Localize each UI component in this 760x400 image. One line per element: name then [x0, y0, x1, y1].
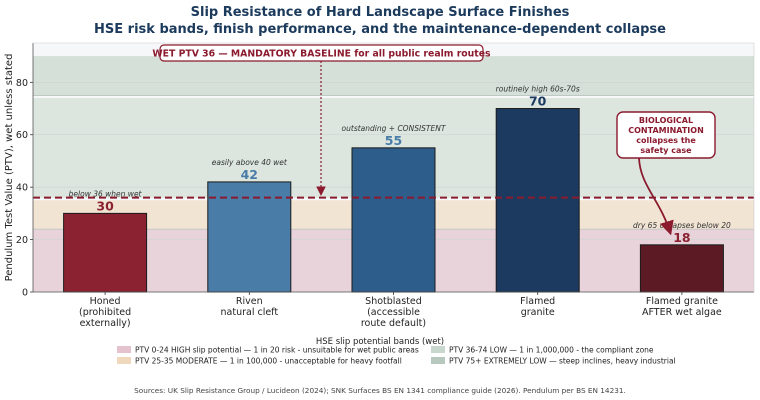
legend-swatch [117, 357, 131, 364]
x-tick-label: externally) [80, 318, 131, 329]
bar-annotation: routinely high 60s-70s [496, 85, 580, 94]
x-tick-label: Flamed granite [646, 296, 718, 307]
legend-label: PTV 75+ EXTREMELY LOW — steep inclines, … [449, 357, 676, 366]
bar-value-label: 42 [241, 167, 258, 182]
y-tick-label: 80 [16, 78, 28, 89]
callout-text: collapses the [636, 136, 696, 145]
legend-swatch [117, 346, 131, 353]
x-tick-label: natural cleft [221, 307, 279, 318]
legend-label: PTV 0-24 HIGH slip potential — 1 in 20 r… [135, 346, 419, 355]
callout-box [616, 111, 716, 159]
chart-title: Slip Resistance of Hard Landscape Surfac… [190, 5, 570, 20]
x-tick-label: Shotblasted [365, 296, 422, 307]
y-tick-label: 40 [16, 183, 28, 194]
chart-subtitle: HSE risk bands, finish performance, and … [94, 22, 666, 37]
x-tick-label: Riven [236, 296, 263, 307]
x-tick-label: route default) [361, 318, 426, 329]
x-tick-label: Flamed [520, 296, 555, 307]
x-tick-label: AFTER wet algae [642, 307, 722, 318]
chart-title-block: Slip Resistance of Hard Landscape Surfac… [0, 4, 760, 38]
x-tick-label: Honed [90, 296, 121, 307]
y-tick-label: 20 [16, 235, 28, 246]
bar [495, 108, 580, 293]
x-tick-label: (accessible [367, 307, 420, 318]
y-axis-label: Pendulum Test Value (PTV), wet unless st… [4, 54, 15, 282]
bar-value-label: 30 [96, 198, 114, 213]
legend-label: PTV 25-35 MODERATE — 1 in 100,000 - unac… [135, 357, 402, 366]
hse-band [33, 56, 754, 96]
legend-title: HSE slip potential bands (wet) [316, 337, 444, 347]
bar-annotation: dry 65 collapses below 20 [633, 221, 731, 230]
bar-value-label: 70 [529, 94, 547, 109]
bar [63, 212, 148, 293]
x-tick-label: granite [521, 307, 555, 318]
legend-swatch [431, 357, 445, 364]
source-note: Sources: UK Slip Resistance Group / Luci… [134, 386, 626, 395]
callout-text: safety case [640, 146, 692, 155]
callout-text: CONTAMINATION [628, 126, 704, 135]
bar [207, 181, 292, 293]
callout-text: BIOLOGICAL [639, 116, 693, 125]
bar-annotation: outstanding + CONSISTENT [342, 124, 447, 133]
callout-arrow [638, 157, 674, 236]
x-tick-label: (prohibited [79, 307, 131, 318]
bar [639, 244, 724, 293]
bar [351, 147, 436, 293]
legend-swatch [431, 346, 445, 353]
y-tick-label: 0 [22, 288, 28, 299]
baseline-label: WET PTV 36 — MANDATORY BASELINE for all … [152, 49, 491, 60]
bar-value-label: 18 [673, 230, 690, 245]
bar-annotation: easily above 40 wet [212, 158, 288, 167]
y-tick-label: 60 [16, 130, 28, 141]
bar-value-label: 55 [385, 133, 402, 148]
legend-label: PTV 36-74 LOW — 1 in 1,000,000 - the com… [449, 346, 654, 355]
bar-annotation: below 36 when wet [69, 189, 143, 198]
